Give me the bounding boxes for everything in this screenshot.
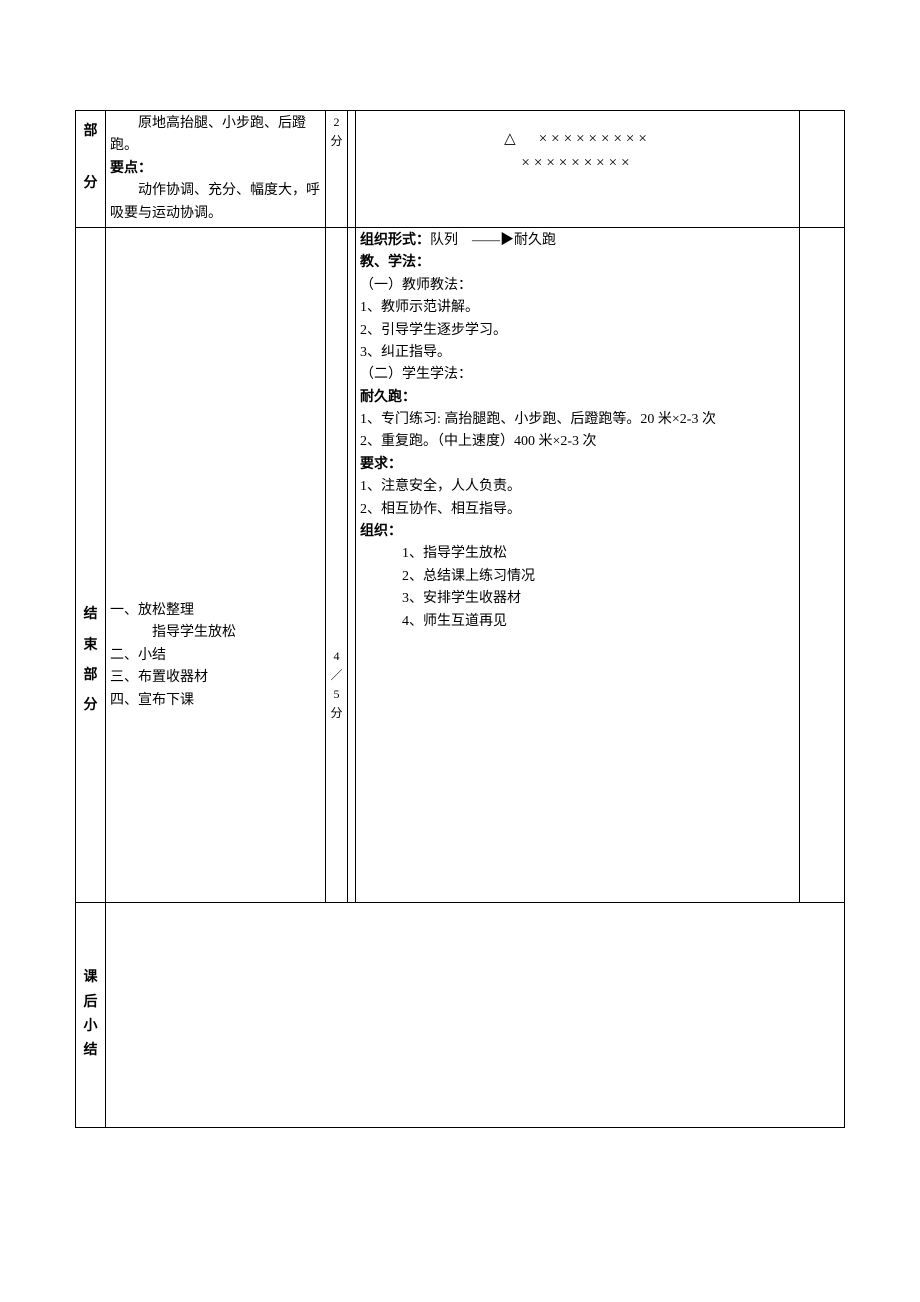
lesson-plan-table: 部 分 原地高抬腿、小步跑、后蹬跑。 要点： 动作协调、充分、幅度大，呼吸要与运… <box>75 110 845 1128</box>
points-label: 要点： <box>110 158 321 180</box>
warmup-right <box>800 111 845 228</box>
formation-line2: ××××××××× <box>360 151 795 175</box>
spacer-2 <box>348 227 356 902</box>
row-ending: 结 束 部 分 一、放松整理 指导学生放松 二、小结 三、布置收器材 四、宣布下… <box>76 227 845 902</box>
ending-item-4: 四、宣布下课 <box>110 690 321 712</box>
section-label-ending: 结 束 部 分 <box>76 227 106 902</box>
method-label: 教、学法： <box>360 252 795 274</box>
org2-item-4: 4、师生互道再见 <box>360 611 795 633</box>
warmup-time: 2分 <box>326 111 348 228</box>
ending-item-relax: 指导学生放松 <box>110 622 321 644</box>
warmup-content: 原地高抬腿、小步跑、后蹬跑。 要点： 动作协调、充分、幅度大，呼吸要与运动协调。 <box>106 111 326 228</box>
summary-content <box>106 902 845 1127</box>
req-item-1: 1、注意安全，人人负责。 <box>360 476 795 498</box>
ending-item-3: 三、布置收器材 <box>110 667 321 689</box>
points-text: 动作协调、充分、幅度大，呼吸要与运动协调。 <box>110 180 321 225</box>
org2-item-1: 1、指导学生放松 <box>360 543 795 565</box>
row-warmup: 部 分 原地高抬腿、小步跑、后蹬跑。 要点： 动作协调、充分、幅度大，呼吸要与运… <box>76 111 845 228</box>
section-label-summary: 课 后 小 结 <box>76 902 106 1127</box>
teacher-label: （一）教师教法： <box>360 275 795 297</box>
ending-right <box>800 227 845 902</box>
ending-item-2: 二、小结 <box>110 645 321 667</box>
endurance-item-2: 2、重复跑。（中上速度）400 米×2-3 次 <box>360 431 795 453</box>
ending-item-1: 一、放松整理 <box>110 600 321 622</box>
teacher-item-2: 2、引导学生逐步学习。 <box>360 320 795 342</box>
endurance-label: 耐久跑： <box>360 387 795 409</box>
endurance-item-1: 1、专门练习: 高抬腿跑、小步跑、后蹬跑等。20 米×2-3 次 <box>360 409 795 431</box>
org2-item-3: 3、安排学生收器材 <box>360 588 795 610</box>
spacer-1 <box>348 111 356 228</box>
req-label: 要求： <box>360 454 795 476</box>
org2-label: 组织： <box>360 521 795 543</box>
ending-time: 4／5分 <box>326 227 348 902</box>
row-summary: 课 后 小 结 <box>76 902 845 1127</box>
section-label-warmup: 部 分 <box>76 111 106 228</box>
ending-content: 一、放松整理 指导学生放松 二、小结 三、布置收器材 四、宣布下课 <box>106 227 326 902</box>
warmup-formation: △ ××××××××× ××××××××× <box>356 111 800 228</box>
student-label: （二）学生学法： <box>360 364 795 386</box>
org2-item-2: 2、总结课上练习情况 <box>360 566 795 588</box>
teacher-item-1: 1、教师示范讲解。 <box>360 297 795 319</box>
org-label: 组织形式： <box>360 233 430 248</box>
ending-method: 组织形式：队列 ——▶耐久跑 教、学法： （一）教师教法： 1、教师示范讲解。 … <box>356 227 800 902</box>
teacher-item-3: 3、纠正指导。 <box>360 342 795 364</box>
req-item-2: 2、相互协作、相互指导。 <box>360 499 795 521</box>
org-text: 队列 ——▶耐久跑 <box>430 233 556 248</box>
warmup-activities: 原地高抬腿、小步跑、后蹬跑。 <box>110 113 321 158</box>
formation-line1: △ ××××××××× <box>360 127 795 151</box>
